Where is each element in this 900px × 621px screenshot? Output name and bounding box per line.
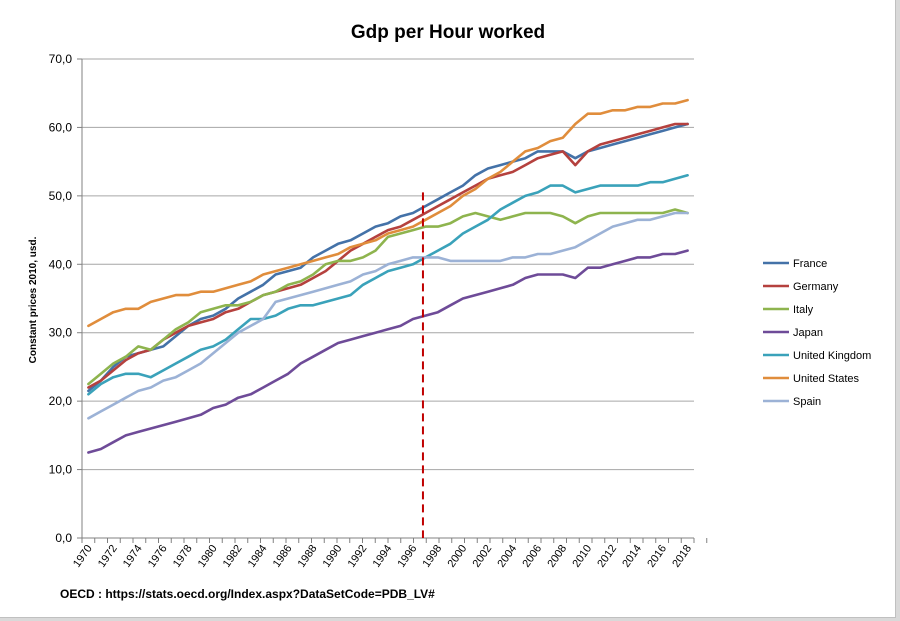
x-tick-label: 2014 [620,543,644,570]
series-line-france [87,122,689,393]
series-lines [87,98,689,454]
x-tick-label: 1974 [121,543,145,570]
x-tick-label: 1994 [371,543,395,570]
legend: France Germany Italy Japan United Kingdom Uni… [763,258,871,408]
x-tick-label: 2002 [470,543,494,570]
legend-label-germany: Germany [793,281,839,293]
x-tick-label: 1970 [71,543,95,570]
x-tick-label: 2018 [670,543,694,570]
x-tick-label: 1978 [171,543,195,570]
x-tick-label: 1992 [346,543,370,570]
x-tick-label: 1982 [221,543,245,570]
legend-label-united-states: United States [793,373,860,385]
y-tick-label: 20,0 [49,394,73,408]
legend-label-france: France [793,258,827,270]
x-tick-label: 2008 [545,543,569,570]
x-tick-label: 1990 [321,543,345,570]
x-tick-label: 1988 [296,543,320,570]
x-tick-label: 2000 [445,543,469,570]
x-axis: 1970 1972 1974 1976 1978 1980 1982 1984 1986 1988… [71,537,708,570]
chart-title: Gdp per Hour worked [351,22,545,43]
series-line-germany [87,122,689,389]
source-note: OECD : https://stats.oecd.org/Index.aspx… [60,587,435,601]
gridlines [82,58,694,471]
x-tick-label: 2012 [595,543,619,570]
x-tick-label: 2006 [520,543,544,570]
y-tick-label: 40,0 [49,257,73,271]
y-axis: 0,0 10,0 20,0 30,0 40,0 50,0 60,0 70,0 [49,52,83,545]
x-tick-label: 1986 [271,543,295,570]
x-tick-label: 1972 [96,543,120,570]
x-tick-label: 1984 [246,543,270,570]
legend-label-united-kingdom: United Kingdom [793,350,871,362]
x-tick-label: 1980 [196,543,220,570]
x-tick-label: 1976 [146,543,170,570]
legend-label-japan: Japan [793,327,823,339]
y-tick-label: 10,0 [49,463,73,477]
x-tick-label: 2010 [570,543,594,570]
x-tick-label: 2016 [645,543,669,570]
y-tick-label: 70,0 [49,52,73,66]
x-tick-label: 1998 [421,543,445,570]
y-tick-label: 30,0 [49,326,73,340]
series-line-united-states [87,98,689,328]
series-line-italy [87,208,689,386]
y-tick-label: 60,0 [49,120,73,134]
x-tick-label: 2004 [495,543,519,570]
y-tick-label: 0,0 [55,531,72,545]
y-axis-label: Constant prices 2010, usd. [28,236,39,363]
x-tick-label: 1996 [396,543,420,570]
series-line-united-kingdom [87,174,689,396]
legend-label-spain: Spain [793,396,821,408]
y-tick-label: 50,0 [49,189,73,203]
series-line-japan [87,249,689,454]
series-line-spain [87,211,689,420]
legend-label-italy: Italy [793,304,814,316]
